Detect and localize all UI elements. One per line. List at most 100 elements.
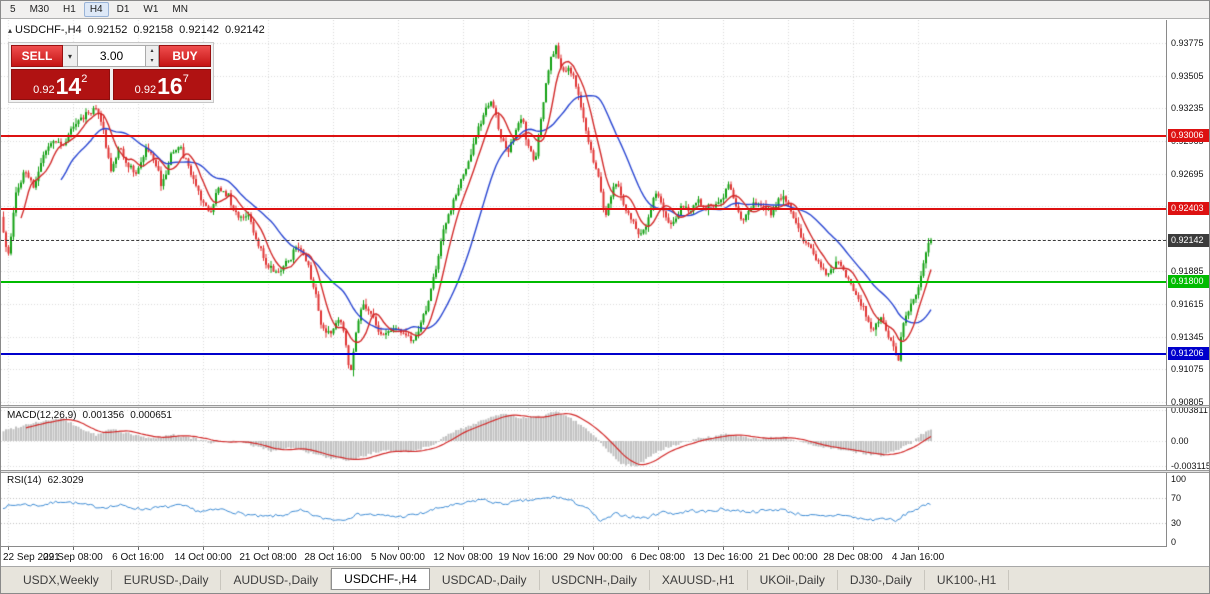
chart-symbol-period: USDCHF-,H4 [15,24,82,36]
horizontal-level-line[interactable] [1,134,1166,137]
time-axis-label: 13 Dec 16:00 [693,552,753,563]
sell-price-base: 0.92 [33,84,55,96]
ohlc-low: 0.92142 [179,24,219,36]
time-axis-tick [918,547,919,550]
time-axis-label: 21 Oct 08:00 [239,552,297,563]
chart-tab-usdx-weekly[interactable]: USDX,Weekly [11,570,112,590]
rsi-tick: 70 [1171,492,1182,503]
price-chart[interactable]: ▴ USDCHF-,H4 0.92152 0.92158 0.92142 0.9… [1,20,1166,405]
level-price-badge: 0.93006 [1168,129,1209,143]
chart-tab-xauusd-h1[interactable]: XAUUSD-,H1 [650,570,748,590]
timeframe-button-w1[interactable]: W1 [143,4,159,15]
timeframe-button-m30[interactable]: M30 [29,4,50,15]
macd-main-value: 0.001356 [82,410,125,421]
time-axis-tick [268,547,269,550]
macd-tick: -0.003115 [1171,461,1210,472]
chart-tab-usdcad-daily[interactable]: USDCAD-,Daily [430,570,540,590]
macd-canvas[interactable] [1,408,1166,470]
chart-tab-usdchf-h4[interactable]: USDCHF-,H4 [331,568,430,590]
time-axis-label: 6 Dec 08:00 [631,552,685,563]
stepper-down-icon[interactable]: ▾ [150,58,154,64]
sell-button[interactable]: SELL [11,45,63,67]
timeframe-button-d1[interactable]: D1 [116,4,130,15]
price-tick: 0.91885 [1171,266,1204,277]
time-axis-label: 5 Nov 00:00 [371,552,425,563]
time-axis-label: 19 Nov 16:00 [498,552,558,563]
rsi-label: RSI(14) 62.3029 [7,475,84,486]
price-tick: 0.91345 [1171,331,1204,342]
ohlc-high: 0.92158 [133,24,174,36]
chart-tab-usdcnh-daily[interactable]: USDCNH-,Daily [540,570,650,590]
time-axis-tick [333,547,334,550]
chart-tab-eurusd-daily[interactable]: EURUSD-,Daily [112,570,222,590]
timeframe-button-mn[interactable]: MN [172,4,188,15]
chart-tab-uk100-h1[interactable]: UK100-,H1 [925,570,1010,590]
time-axis-tick [8,547,9,550]
chevron-down-icon: ▾ [67,51,72,61]
buy-price-pips: 16 [157,73,183,99]
time-axis-label: 22 Sep 2021 [3,552,60,563]
rsi-current-value: 62.3029 [47,475,84,486]
time-axis-label: 28 Oct 16:00 [304,552,362,563]
time-axis-label: 29 Nov 00:00 [563,552,623,563]
time-axis-border [1,546,1209,547]
buy-price-base: 0.92 [134,84,157,96]
buy-button[interactable]: BUY [159,45,211,67]
time-axis-label: 29 Sep 08:00 [43,552,103,563]
price-tick: 0.91075 [1171,364,1204,375]
macd-signal-value: 0.000651 [130,410,172,421]
time-axis-tick [398,547,399,550]
panel-separator-rsi[interactable] [1,470,1209,473]
ohlc-open: 0.92152 [87,24,128,36]
time-axis-tick [658,547,659,550]
chart-tab-ukoil-daily[interactable]: UKOil-,Daily [748,570,838,590]
chart-tab-audusd-daily[interactable]: AUDUSD-,Daily [221,570,332,590]
rsi-panel[interactable]: RSI(14) 62.3029 [1,473,1166,546]
macd-tick: 0.003811 [1171,404,1208,415]
ohlc-close: 0.92142 [224,24,265,36]
panel-separator-macd[interactable] [1,405,1209,408]
horizontal-level-line[interactable] [1,207,1166,210]
time-axis-tick [723,547,724,550]
rsi-canvas[interactable] [1,473,1166,546]
timeframe-button-h1[interactable]: H1 [63,4,76,15]
horizontal-level-line[interactable] [1,280,1166,283]
macd-tick: 0.00 [1171,436,1189,446]
volume-stepper[interactable]: ▴ ▾ [146,45,159,67]
time-axis-label: 4 Jan 16:00 [891,552,945,563]
level-lines-layer [1,20,1166,405]
volume-dropdown-button[interactable]: ▾ [63,45,78,67]
time-axis-tick [593,547,594,550]
timeframe-toolbar: 5 M30 H1 H4 D1 W1 MN [1,1,1209,19]
timeframe-button-h4[interactable]: H4 [83,2,109,17]
buy-price-display[interactable]: 0.92 16 7 [112,69,211,100]
price-scale[interactable]: 0.937750.935050.932350.929650.926950.924… [1166,20,1210,547]
chart-icon: ▴ [8,25,13,35]
level-price-badge: 0.91206 [1168,347,1209,360]
macd-panel[interactable]: MACD(12,26,9) 0.001356 0.000651 [1,408,1166,470]
price-tick: 0.93775 [1171,38,1204,48]
rsi-tick: 0 [1171,537,1177,547]
time-axis-tick [203,547,204,550]
time-axis-tick [138,547,139,550]
volume-input[interactable]: 3.00 [78,45,146,67]
buy-price-point: 7 [182,73,189,85]
level-price-badge: 0.91800 [1168,275,1209,289]
bid-price-line[interactable] [1,240,1166,242]
time-scale[interactable]: 22 Sep 2021 29 Sep 08:00 6 Oct 16:00 14 Oct… [1,547,1166,568]
level-price-badge: 0.92403 [1168,202,1209,216]
chart-tab-dj30-daily[interactable]: DJ30-,Daily [838,570,925,590]
rsi-name: RSI(14) [7,475,42,486]
time-axis-label: 12 Nov 08:00 [433,552,493,563]
time-axis-label: 21 Dec 00:00 [758,552,818,563]
one-click-trading-panel: SELL ▾ 3.00 ▴ ▾ BUY 0.92 14 2 0.92 16 [8,42,214,103]
sell-price-display[interactable]: 0.92 14 2 [11,69,110,100]
horizontal-level-line[interactable] [1,352,1166,355]
rsi-tick: 30 [1171,518,1182,529]
timeframe-button-5[interactable]: 5 [10,4,16,15]
price-tick: 0.93235 [1171,103,1204,114]
time-axis-label: 6 Oct 16:00 [112,552,164,563]
stepper-up-icon[interactable]: ▴ [150,48,154,54]
price-tick: 0.92695 [1171,168,1204,179]
